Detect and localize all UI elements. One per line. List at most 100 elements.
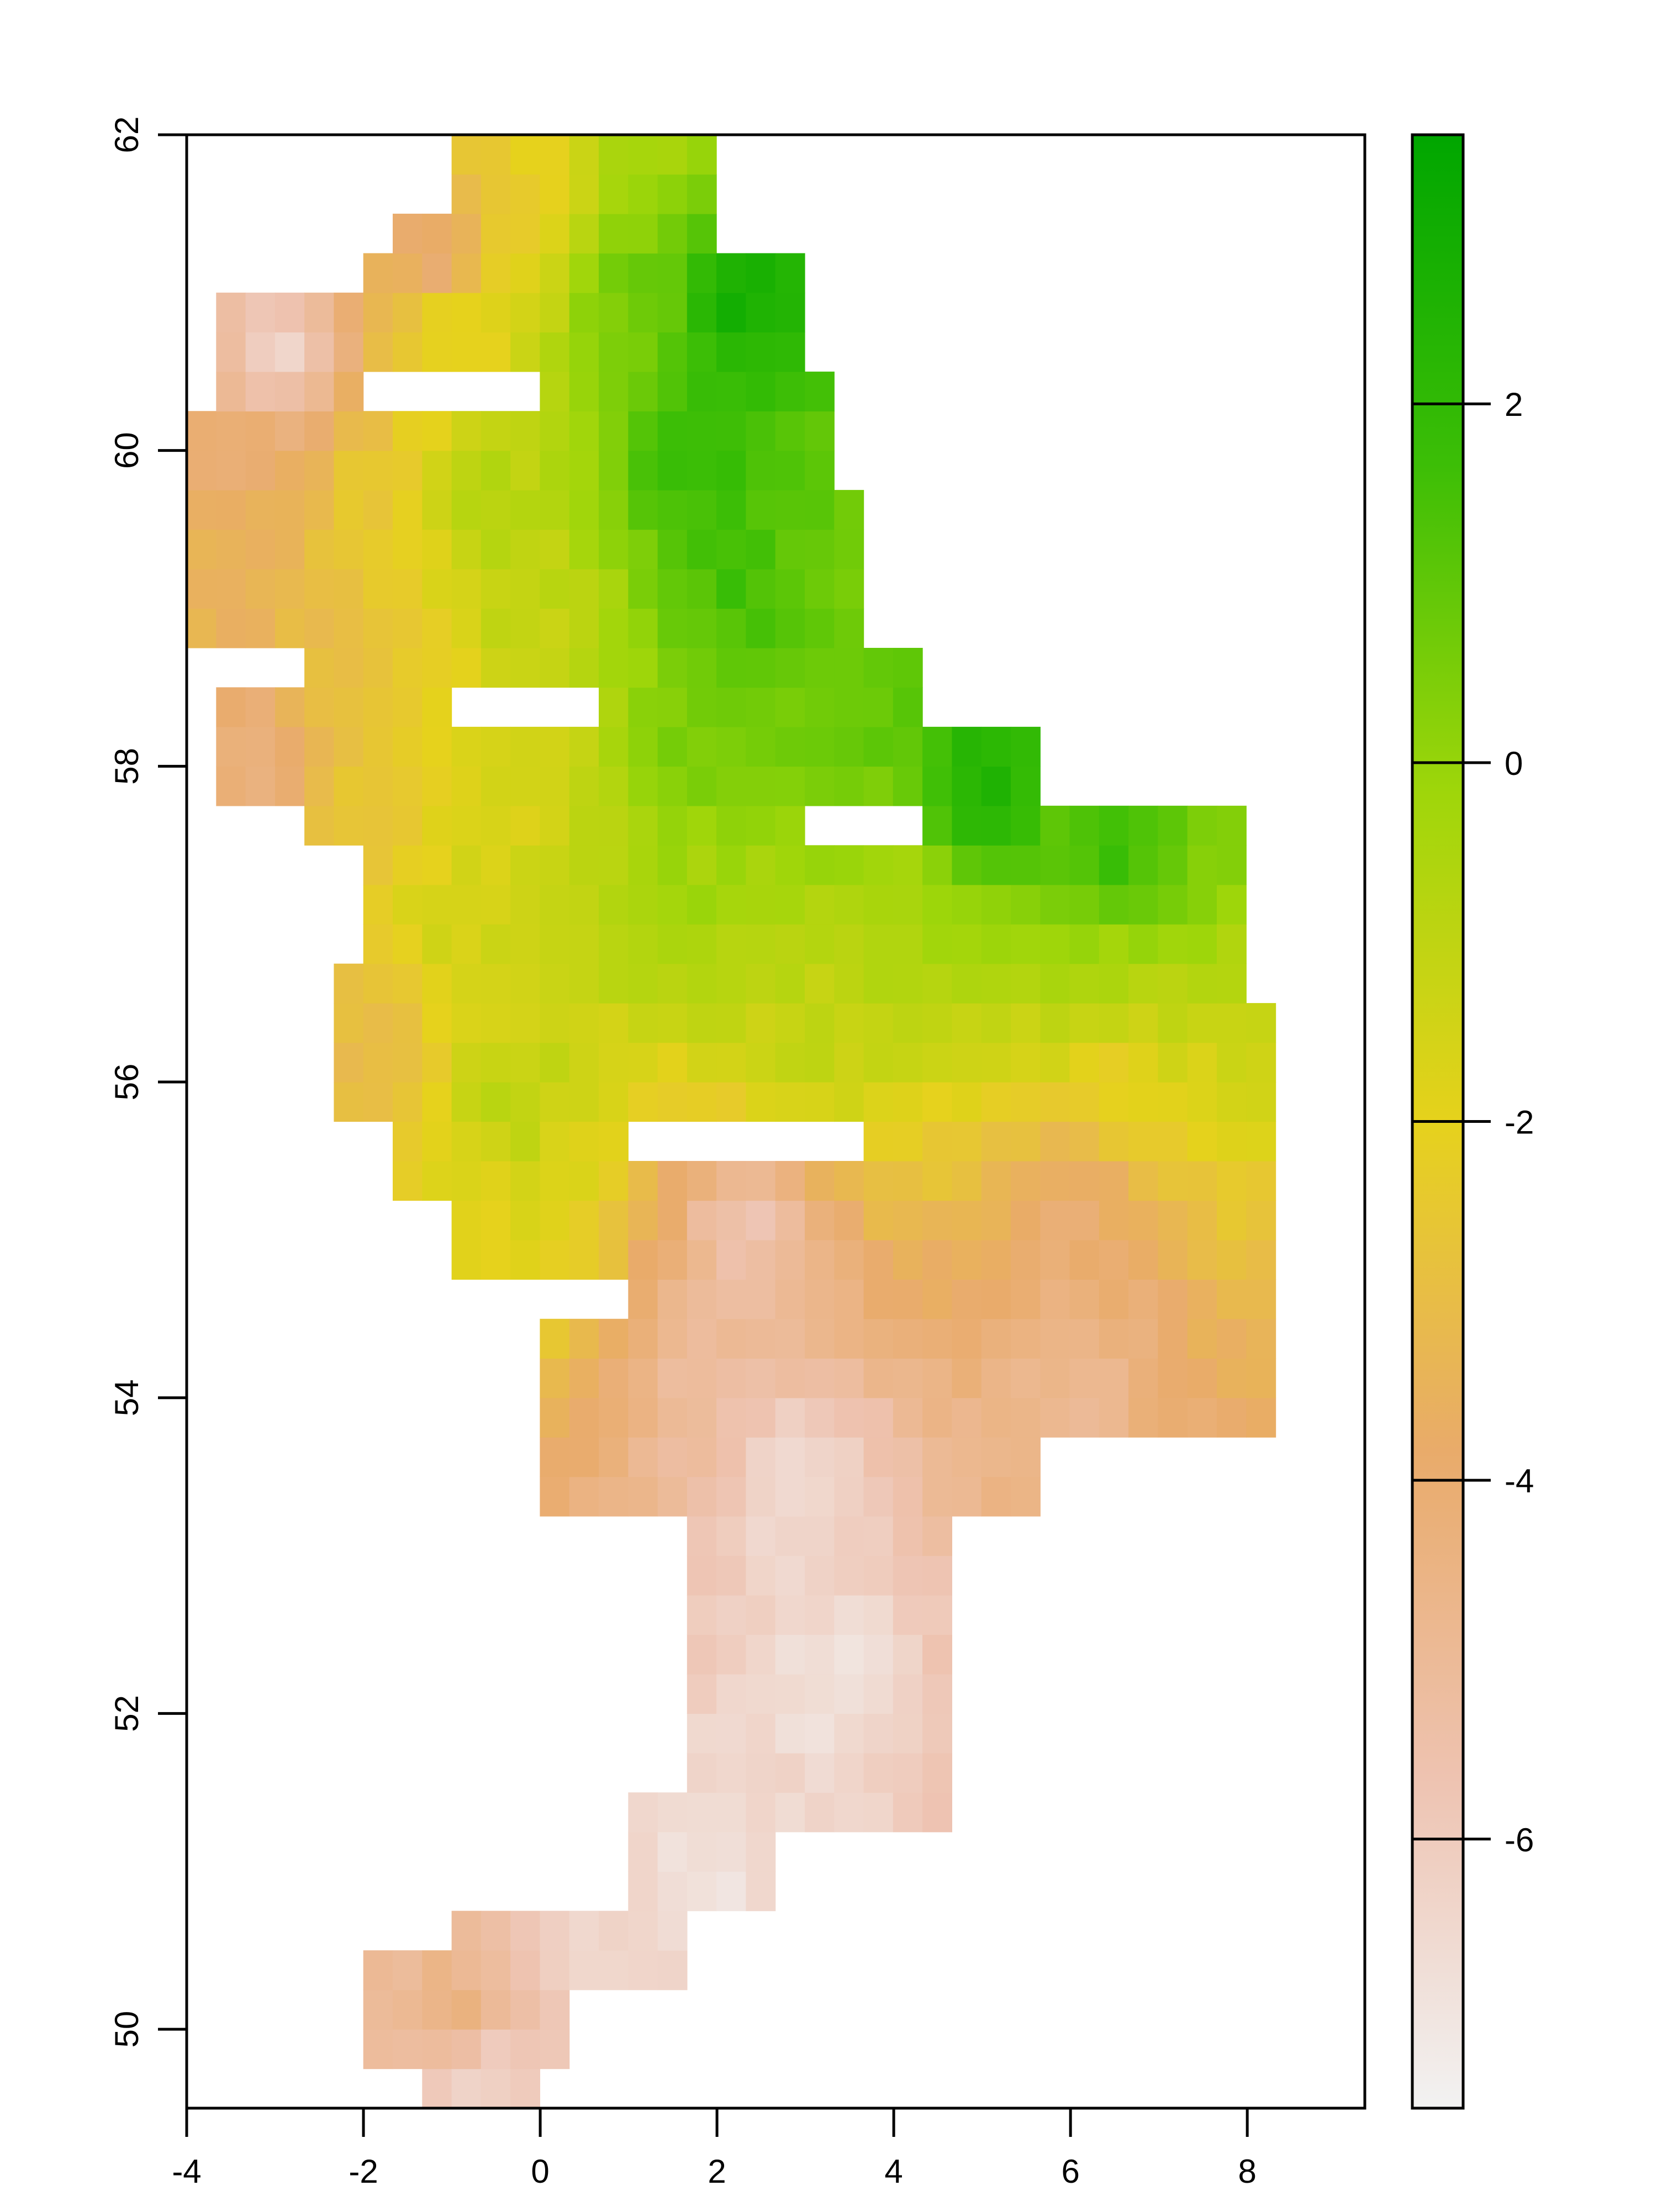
heatmap-cell [657,1910,688,1951]
heatmap-cell [363,608,393,648]
heatmap-cell [422,1161,452,1201]
heatmap-cell [451,135,482,175]
heatmap-cell [657,450,688,490]
heatmap-cell [746,1792,776,1833]
heatmap-cell [863,1161,894,1201]
heatmap-cell [1011,805,1041,846]
heatmap-cell [1069,1239,1100,1280]
heatmap-cell [834,1003,864,1043]
heatmap-cell [422,687,452,727]
heatmap-cell [569,371,599,411]
heatmap-cell [834,608,864,648]
heatmap-cell [1187,1358,1217,1398]
heatmap-cell [1217,1042,1247,1083]
heatmap-cell [952,726,982,767]
heatmap-cell [687,648,717,688]
heatmap-cell [746,529,776,569]
heatmap-cell [746,648,776,688]
heatmap-cell [863,1634,894,1675]
heatmap-cell [363,648,393,688]
heatmap-cell [540,174,570,214]
heatmap-cell [952,924,982,964]
heatmap-cell [334,569,364,609]
heatmap-cell [422,963,452,1004]
heatmap-cell [599,1239,629,1280]
heatmap-cell [1217,1279,1247,1319]
heatmap-cell [775,253,805,293]
heatmap-cell [451,1239,482,1280]
heatmap-cell [775,805,805,846]
heatmap-cell [981,1279,1011,1319]
heatmap-cell [451,884,482,925]
heatmap-cell [569,1003,599,1043]
heatmap-cell [893,1397,923,1438]
heatmap-cell [805,1239,835,1280]
heatmap-cell [775,1673,805,1714]
heatmap-cell [363,884,393,925]
heatmap-cell [716,1397,746,1438]
heatmap-cell [334,766,364,806]
heatmap-cell [805,1003,835,1043]
heatmap-cell [1069,1082,1100,1122]
heatmap-cell [657,1003,688,1043]
heatmap-cell [687,411,717,451]
heatmap-cell [1069,963,1100,1004]
heatmap-cell [834,766,864,806]
heatmap-cell [716,1673,746,1714]
heatmap-cell [746,726,776,767]
heatmap-cell [599,924,629,964]
heatmap-cell [1128,1003,1158,1043]
heatmap-cell [628,569,658,609]
heatmap-cell [687,1673,717,1714]
heatmap-cell [716,332,746,372]
heatmap-cell [422,569,452,609]
heatmap-cell [481,1003,511,1043]
heatmap-cell [363,1082,393,1122]
heatmap-cell [1246,1161,1276,1201]
heatmap-cell [657,371,688,411]
heatmap-cell [628,608,658,648]
heatmap-cell [775,845,805,885]
heatmap-cell [334,1082,364,1122]
heatmap-cell [363,332,393,372]
heatmap-cell [687,174,717,214]
heatmap-cell [746,766,776,806]
heatmap-cell [540,1042,570,1083]
heatmap-cell [716,1318,746,1359]
heatmap-cell [981,1200,1011,1240]
heatmap-cell [981,766,1011,806]
heatmap-cell [569,1950,599,1991]
heatmap-cell [1099,1200,1129,1240]
heatmap-cell [1011,766,1041,806]
heatmap-cell [657,1239,688,1280]
heatmap-cell [1069,1397,1100,1438]
heatmap-cell [775,1358,805,1398]
heatmap-cell [687,1595,717,1635]
heatmap-cell [599,1121,629,1162]
heatmap-cell [716,371,746,411]
heatmap-cell [687,292,717,332]
heatmap-cell [1099,1042,1129,1083]
heatmap-cell [245,332,276,372]
heatmap-cell [393,805,423,846]
heatmap-cell [1040,1318,1070,1359]
heatmap-cell [1099,1003,1129,1043]
heatmap-cell [922,1516,952,1556]
heatmap-cell [334,411,364,451]
heatmap-cell [569,1358,599,1398]
heatmap-cell [569,1476,599,1517]
heatmap-cell [687,1318,717,1359]
heatmap-cell [1217,1121,1247,1162]
heatmap-cell [922,963,952,1004]
heatmap-cell [922,1200,952,1240]
heatmap-cell [275,450,305,490]
heatmap-cell [451,648,482,688]
heatmap-cell [628,174,658,214]
heatmap-cell [393,490,423,530]
heatmap-cell [216,292,246,332]
x-tick-label: 2 [708,2153,726,2190]
heatmap-cell [422,766,452,806]
heatmap-cell [981,1437,1011,1477]
heatmap-cell [1011,726,1041,767]
